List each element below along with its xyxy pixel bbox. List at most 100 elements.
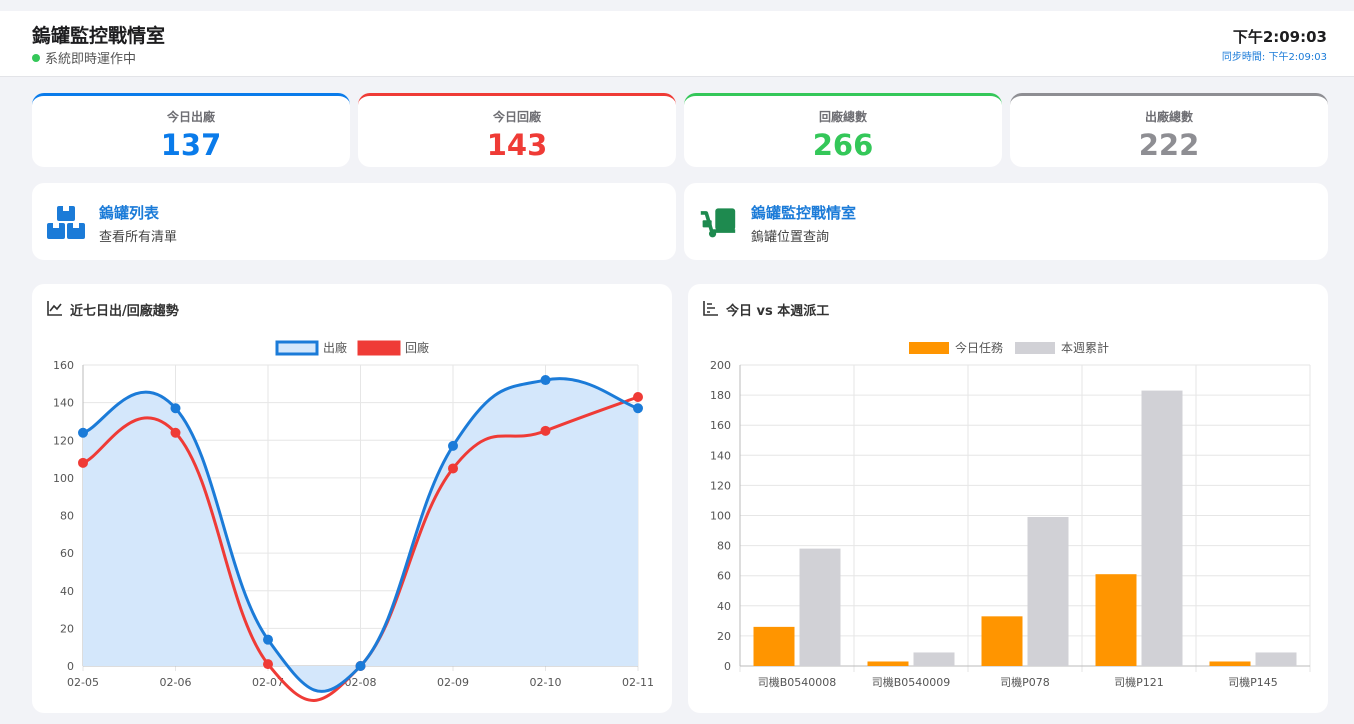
x-tick-label: 司機B0540009	[872, 675, 951, 689]
nav-card-subtitle: 查看所有清單	[99, 230, 178, 245]
page-title: 鎢罐監控戰情室	[32, 25, 166, 47]
y-tick-label: 40	[60, 585, 74, 598]
bar-今日任務	[753, 626, 795, 666]
stat-value: 143	[486, 128, 548, 162]
y-tick-label: 20	[717, 630, 731, 643]
legend-swatch	[909, 342, 949, 354]
sync-time: 同步時間: 下午2:09:03	[1221, 52, 1327, 63]
legend-swatch	[1015, 342, 1055, 354]
data-point-出廠	[633, 403, 643, 414]
dispatch-bar-chart: 今日任務 本週累計 0 20 40 60 80 100 120 140 160 180 200 司機B05…	[710, 340, 1311, 689]
trend-line-chart: 出廠 回廠 0 20 40 60 80 100 120 140 160 02-05 02-06 02-07…	[53, 340, 654, 702]
stat-label: 回廠總數	[818, 110, 867, 124]
dolly-icon	[700, 208, 736, 238]
y-tick-label: 180	[710, 389, 731, 402]
x-tick-label: 02-09	[437, 676, 469, 689]
y-tick-label: 80	[717, 540, 731, 553]
data-point-回廠	[78, 457, 88, 468]
legend-swatch	[275, 340, 319, 356]
y-tick-label: 0	[67, 660, 74, 673]
bar-本週累計	[1141, 390, 1183, 666]
dispatch-chart-panel: 今日 vs 本週派工 今日任務 本週累計 0 20 40 60 80 100 120 140 160…	[688, 284, 1328, 713]
legend-label: 今日任務	[955, 340, 1003, 355]
y-tick-label: 160	[710, 419, 731, 432]
nav-card-title: 鎢罐列表	[99, 204, 160, 222]
stat-label: 今日回廠	[492, 110, 541, 124]
bar-今日任務	[981, 616, 1023, 666]
line-chart-icon	[47, 301, 62, 316]
bar-本週累計	[1255, 652, 1297, 666]
stat-label: 出廠總數	[1144, 110, 1193, 124]
x-tick-label: 司機P145	[1228, 675, 1278, 689]
legend-label: 出廠	[323, 340, 347, 355]
y-tick-label: 0	[724, 660, 731, 673]
nav-card-subtitle: 鎢罐位置查詢	[751, 230, 830, 245]
data-point-回廠	[540, 425, 551, 436]
nav-card-title: 鎢罐監控戰情室	[751, 204, 857, 222]
x-tick-label: 司機B0540008	[758, 675, 837, 689]
bar-本週累計	[1027, 517, 1069, 666]
y-tick-label: 100	[53, 472, 74, 485]
y-tick-label: 20	[60, 622, 74, 635]
trend-chart-panel: 近七日出/回廠趨勢 出廠 回廠 0 20 40 60 80 100 120 140 160 02-05…	[32, 284, 672, 713]
y-tick-label: 140	[53, 397, 74, 410]
y-tick-label: 120	[53, 434, 74, 447]
data-point-回廠	[448, 463, 458, 474]
legend-label: 回廠	[405, 340, 429, 355]
x-tick-label: 02-06	[160, 676, 192, 689]
y-tick-label: 60	[60, 547, 74, 560]
bar-chart-icon	[703, 301, 718, 316]
x-tick-label: 02-08	[345, 676, 377, 689]
y-tick-label: 40	[717, 600, 731, 613]
stat-card-total-out: 出廠總數 222	[1010, 93, 1328, 167]
y-tick-label: 140	[710, 449, 731, 462]
status-text: 系統即時運作中	[45, 52, 137, 67]
y-tick-label: 160	[53, 359, 74, 372]
y-tick-label: 120	[710, 479, 731, 492]
bar-本週累計	[913, 652, 955, 666]
stat-label: 今日出廠	[166, 110, 215, 124]
panel-title: 近七日出/回廠趨勢	[70, 304, 179, 319]
clock: 下午2:09:03	[1232, 28, 1327, 46]
x-tick-label: 02-11	[622, 676, 654, 689]
legend-swatch	[357, 340, 401, 356]
status-dot-icon	[32, 53, 40, 62]
data-point-出廠	[170, 403, 181, 414]
x-tick-label: 02-07	[252, 676, 284, 689]
x-tick-label: 司機P078	[1000, 675, 1050, 689]
nav-card-tank-list[interactable]: 鎢罐列表 查看所有清單	[32, 183, 676, 260]
data-point-出廠	[263, 634, 273, 645]
stat-value: 266	[812, 128, 874, 162]
chart-legend: 今日任務 本週累計	[909, 340, 1109, 355]
data-point-出廠	[355, 661, 366, 671]
nav-card-war-room[interactable]: 鎢罐監控戰情室 鎢罐位置查詢	[684, 183, 1328, 260]
header-bar: 鎢罐監控戰情室 系統即時運作中 下午2:09:03 同步時間: 下午2:09:0…	[0, 11, 1354, 77]
data-point-出廠	[448, 440, 458, 451]
data-point-出廠	[78, 427, 88, 438]
y-tick-label: 200	[710, 359, 731, 372]
bar-今日任務	[1209, 661, 1251, 666]
y-tick-label: 60	[717, 570, 731, 583]
stat-value: 137	[160, 128, 222, 162]
system-status: 系統即時運作中	[32, 48, 136, 67]
series-area-出廠	[83, 378, 638, 692]
panel-title: 今日 vs 本週派工	[726, 304, 830, 319]
x-tick-label: 02-10	[530, 676, 562, 689]
stat-card-today-return: 今日回廠 143	[358, 93, 676, 167]
bar-今日任務	[1095, 574, 1137, 666]
data-point-回廠	[170, 427, 181, 438]
stat-value: 222	[1138, 128, 1200, 162]
stat-card-total-return: 回廠總數 266	[684, 93, 1002, 167]
chart-legend: 出廠 回廠	[275, 340, 429, 356]
boxes-icon	[47, 206, 85, 239]
legend-label: 本週累計	[1061, 340, 1109, 355]
stat-card-today-out: 今日出廠 137	[32, 93, 350, 167]
bar-本週累計	[799, 548, 841, 666]
data-point-出廠	[540, 375, 551, 386]
x-tick-label: 02-05	[67, 676, 99, 689]
bar-今日任務	[867, 661, 909, 666]
data-point-回廠	[263, 659, 273, 670]
data-point-回廠	[633, 391, 643, 402]
y-tick-label: 100	[710, 510, 731, 523]
y-tick-label: 80	[60, 510, 74, 523]
